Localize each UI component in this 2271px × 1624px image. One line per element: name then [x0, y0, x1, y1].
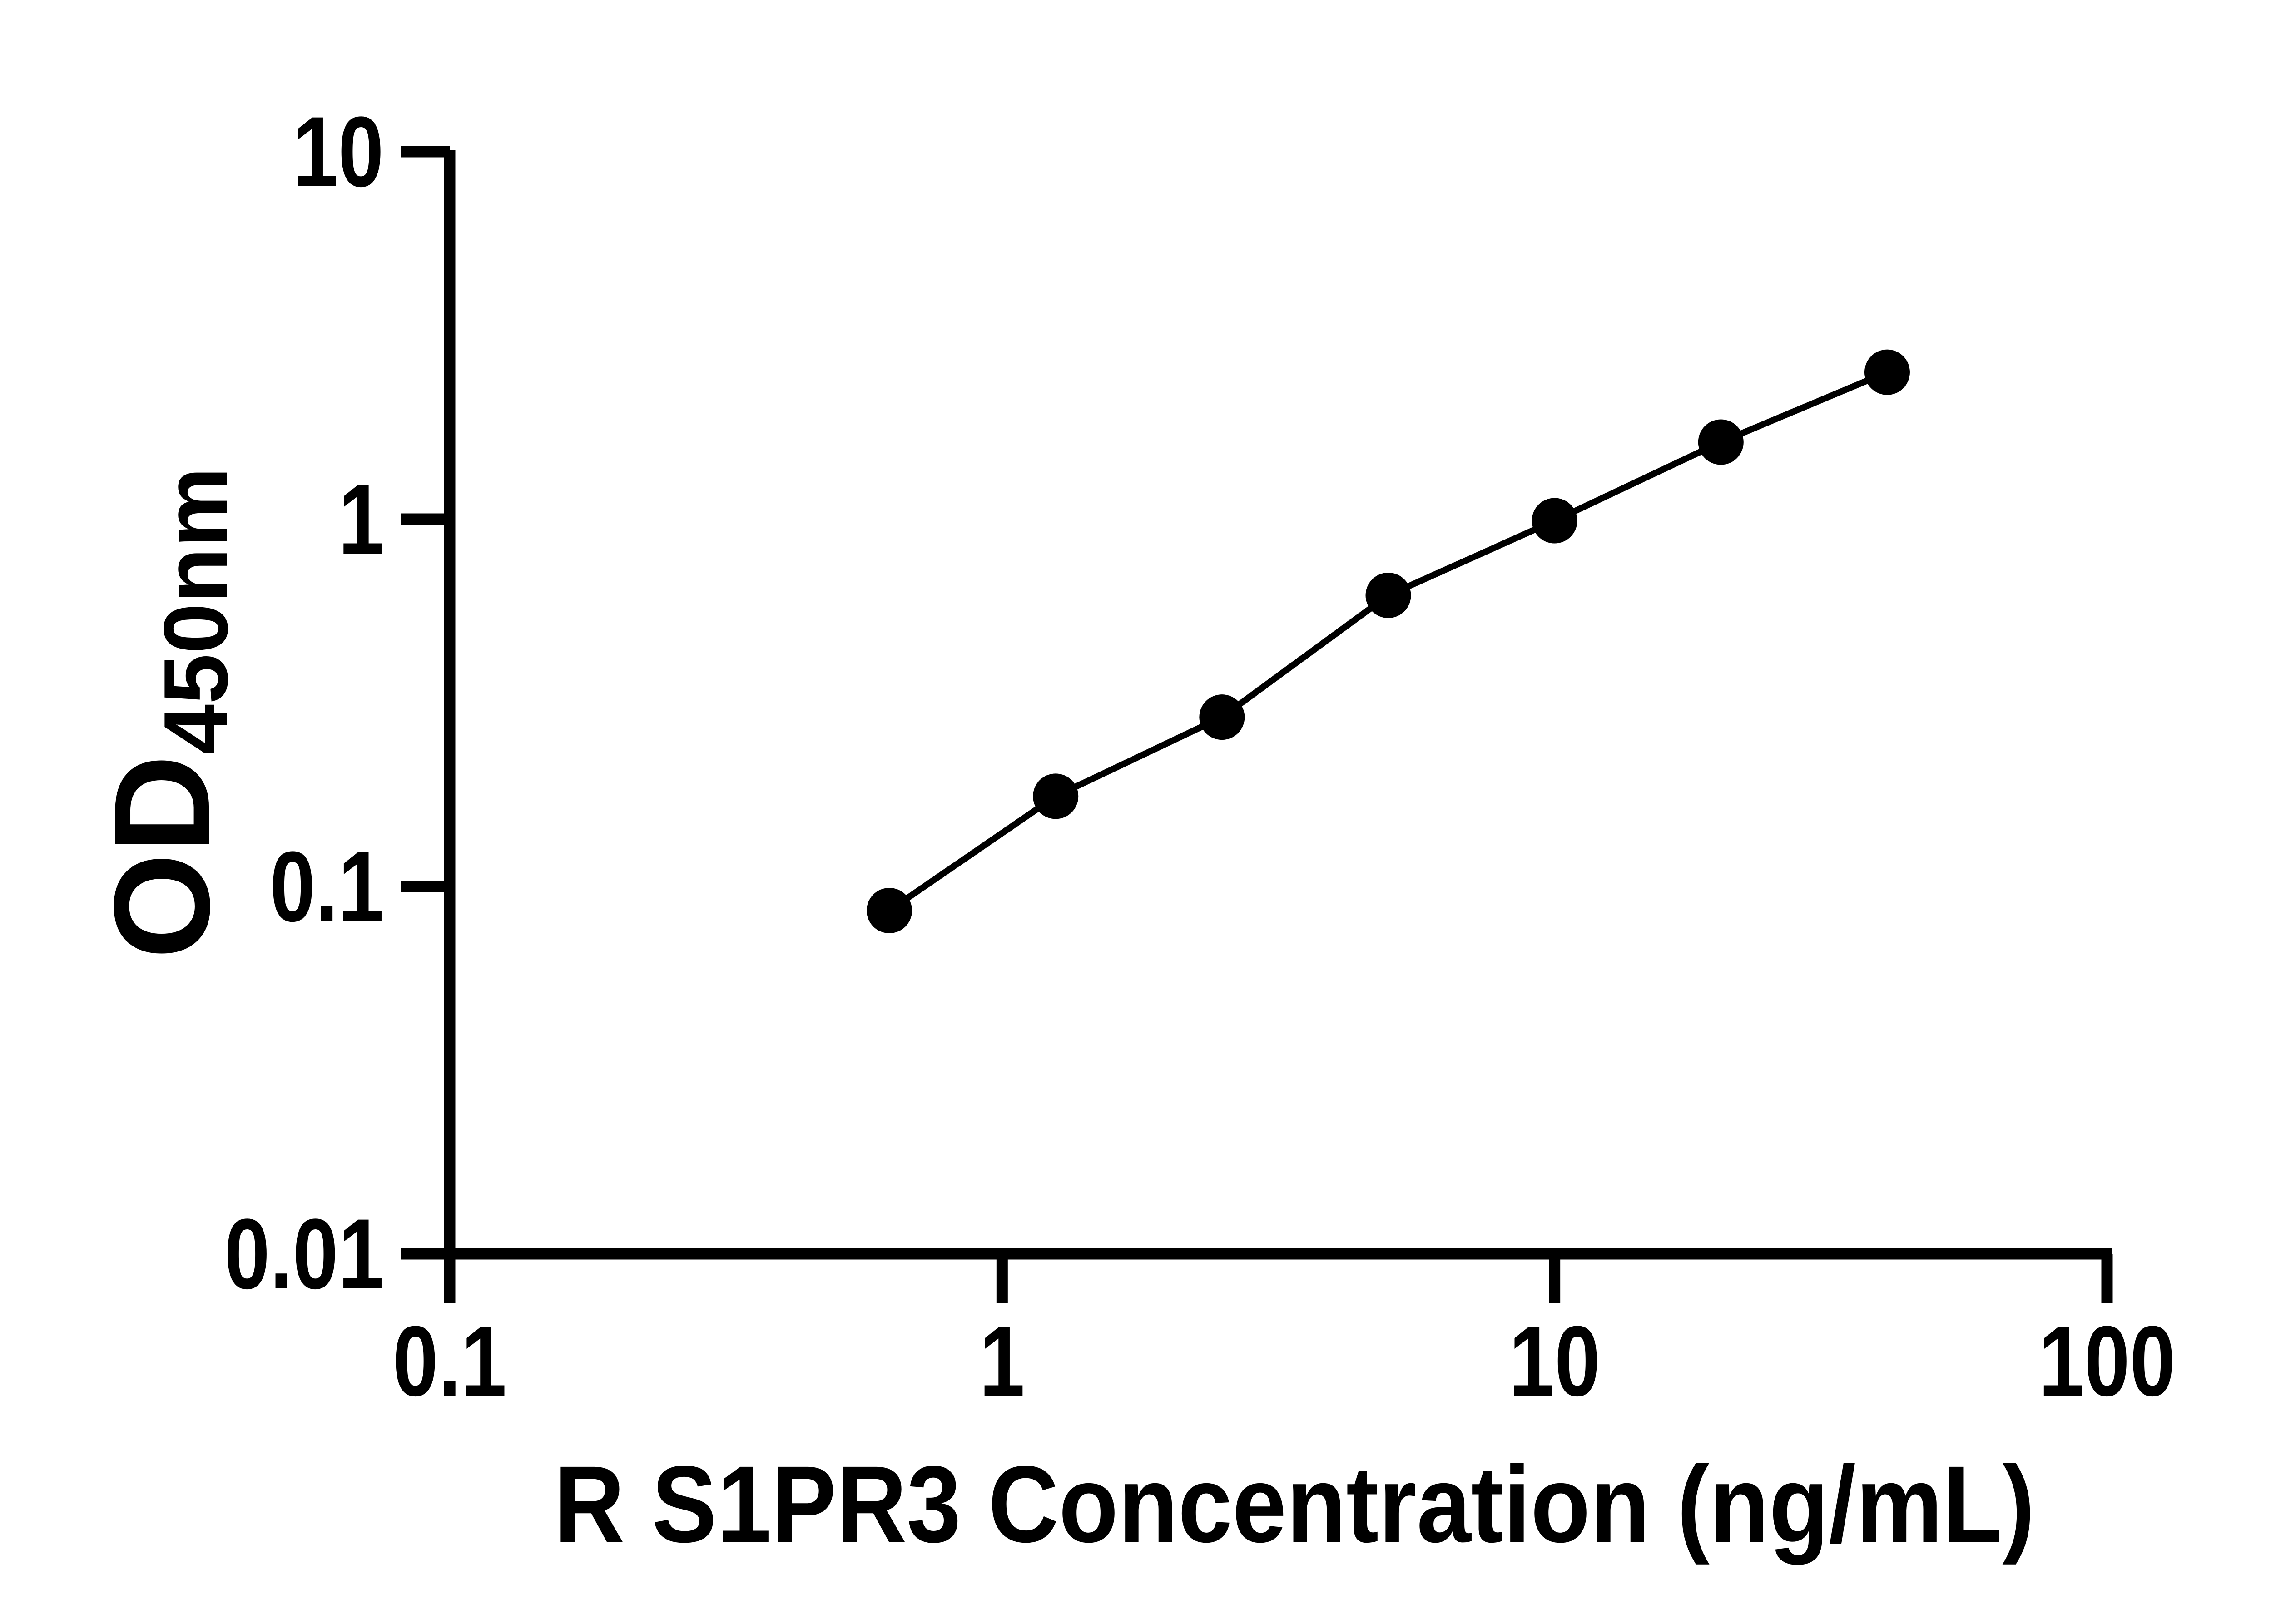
x-axis-title: R S1PR3 Concentration (ng/mL) — [554, 1443, 2035, 1565]
data-point-1 — [867, 887, 912, 933]
y-axis-title-main: OD — [85, 755, 238, 959]
data-point-7 — [1864, 349, 1910, 395]
data-point-4 — [1365, 572, 1411, 618]
y-axis-title-subscript: 450nm — [145, 467, 247, 755]
x-tick-label-1: 1 — [979, 1305, 1025, 1417]
standard-curve-series — [867, 349, 1910, 933]
x-tick-label-10: 10 — [1509, 1305, 1600, 1417]
data-point-3 — [1199, 694, 1245, 740]
y-axis-title: OD450nm — [85, 467, 247, 959]
data-point-2 — [1033, 773, 1079, 819]
x-tick-label-0.1: 0.1 — [393, 1305, 507, 1417]
y-tick-label-1: 1 — [338, 463, 384, 575]
x-tick-label-100: 100 — [2038, 1305, 2175, 1417]
y-tick-label-10: 10 — [293, 96, 384, 208]
y-tick-label-0.1: 0.1 — [270, 831, 384, 942]
y-tick-label-0.01: 0.01 — [224, 1198, 384, 1310]
data-point-6 — [1698, 419, 1744, 465]
data-point-5 — [1532, 498, 1577, 544]
